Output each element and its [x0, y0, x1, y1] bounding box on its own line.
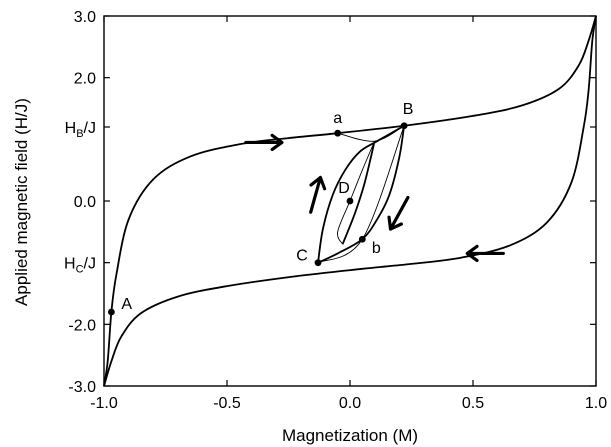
point-marker-B: [400, 122, 408, 130]
point-marker-A: [107, 308, 115, 316]
y-tick-label: 2.0: [74, 71, 96, 88]
marked-points: Aa B Db C: [107, 101, 414, 316]
curve-a-to-b-thin: [337, 125, 405, 142]
axis-ticks: -1.0 -0.5 0.0 0.5 1.0 3.0 2.0 0.0 -2.0 -3.0 HB/J HC…: [64, 9, 607, 412]
point-marker-C: [314, 259, 322, 267]
curve-minor-loop-down: [317, 125, 406, 264]
point-label-b: b: [372, 240, 381, 257]
point-label-a: a: [333, 110, 342, 127]
y-tick-label: 0.0: [74, 194, 96, 211]
curves: [103, 15, 597, 387]
x-axis-label: Magnetization (M): [282, 426, 418, 445]
point-marker-b: [358, 235, 366, 243]
point-label-C: C: [296, 248, 308, 265]
y-tick-label: 3.0: [74, 9, 96, 26]
x-tick-label: 1.0: [585, 395, 607, 412]
x-tick-label: 0.0: [339, 395, 361, 412]
y-special-tick-label: HC/J: [64, 256, 96, 276]
arrow-left-icon: [465, 244, 505, 263]
arrow-right-icon: [244, 133, 284, 152]
curve-outer-lower: [103, 15, 597, 387]
arrow-down-left-icon: [387, 195, 410, 231]
x-tick-label: -0.5: [213, 395, 241, 412]
x-tick-label: -1.0: [90, 395, 118, 412]
point-label-D: D: [338, 180, 350, 197]
curve-inner-up: [341, 140, 376, 245]
y-tick-label: -2.0: [68, 317, 96, 334]
curve-outer-upper: [103, 15, 597, 387]
point-marker-D: [346, 197, 354, 205]
point-label-B: B: [403, 101, 414, 118]
point-marker-a: [334, 129, 342, 137]
y-tick-label: -3.0: [68, 379, 96, 396]
direction-arrows: [244, 133, 505, 263]
point-label-A: A: [121, 296, 132, 313]
curve-c-to-b-thin: [317, 125, 405, 264]
arrow-up-icon: [309, 175, 327, 214]
y-axis-label: Applied magnetic field (H/J): [12, 98, 31, 306]
y-special-tick-label: HB/J: [65, 120, 96, 140]
x-tick-label: 0.5: [462, 395, 484, 412]
